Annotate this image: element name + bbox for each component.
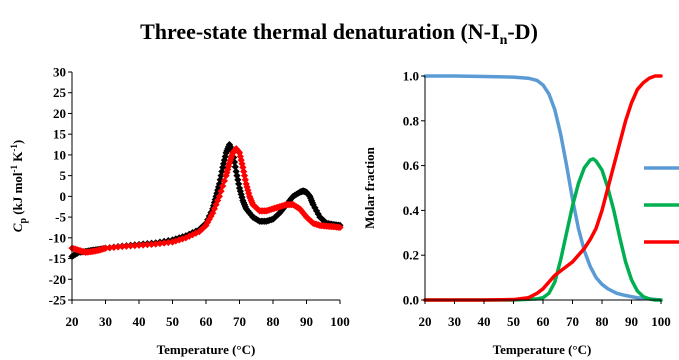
heat-capacity-y-tick-label: -5 — [55, 210, 66, 225]
molar-fraction-y-tick-label: 0.8 — [403, 113, 420, 128]
heat-capacity-point — [110, 243, 118, 251]
heat-capacity-point — [118, 242, 126, 251]
molar-fraction-x-tick-label: 20 — [419, 314, 432, 329]
heat-capacity-y-axis-title: Cp (kJ mol-1 K-1) — [9, 140, 29, 232]
heat-capacity-point — [296, 205, 304, 213]
heat-capacity-point — [287, 194, 296, 203]
molar-fraction-x-tick-label: 100 — [651, 314, 671, 329]
molar-fraction-x-tick-label: 80 — [596, 314, 609, 329]
molar-fraction-y-tick-label: 0.2 — [403, 248, 419, 263]
heat-capacity-point — [160, 239, 168, 247]
heat-capacity-x-tick-label: 60 — [200, 314, 213, 329]
heat-capacity-point — [299, 209, 307, 217]
heat-capacity-y-tick-label: 15 — [53, 127, 67, 142]
heat-capacity-y-tick-label: 0 — [60, 189, 67, 204]
heat-capacity-point — [127, 242, 135, 250]
heat-capacity-y-tick-label: 25 — [53, 85, 67, 100]
heat-capacity-point — [231, 163, 239, 171]
heat-capacity-point — [336, 223, 344, 232]
figure-title: Three-state thermal denaturation (N-In-D… — [140, 19, 538, 48]
molar-fraction-chart: 0.0 0.2 0.4 0.6 0.8 1.0 20 30 40 50 60 70 80 90 100 T… — [362, 69, 679, 357]
heat-capacity-x-tick-label: 80 — [267, 314, 280, 329]
heat-capacity-point — [131, 241, 139, 250]
molar-fraction-x-tick-label: 90 — [625, 314, 638, 329]
heat-capacity-point — [314, 210, 322, 218]
heat-capacity-point — [122, 242, 131, 250]
molar-fraction-y-axis-title: Molar fraction — [362, 146, 377, 228]
heat-capacity-y-ticks: 30 25 20 15 10 5 0 -5 -10 -15 -20 -25 — [49, 65, 72, 308]
molar-fraction-y-tick-label: 0.6 — [403, 158, 420, 173]
heat-capacity-point — [114, 243, 122, 251]
heat-capacity-points — [68, 140, 344, 261]
heat-capacity-x-tick-label: 30 — [99, 314, 112, 329]
molar-fraction-y-tick-label: 0.4 — [403, 203, 420, 218]
figure-title-main: Three-state thermal denaturation (N-I — [140, 19, 499, 44]
heat-capacity-x-tick-label: 20 — [66, 314, 79, 329]
heat-capacity-x-ticks: 20 30 40 50 60 70 80 90 100 — [66, 300, 350, 329]
heat-capacity-y-tick-label: 10 — [53, 147, 66, 162]
molar-fraction-lines — [423, 74, 663, 302]
heat-capacity-x-tick-label: 90 — [300, 314, 313, 329]
heat-capacity-x-tick-label: 70 — [233, 314, 246, 329]
heat-capacity-y-tick-label: 20 — [53, 106, 66, 121]
heat-capacity-point — [156, 239, 164, 248]
molar-fraction-series-line — [423, 74, 663, 302]
heat-capacity-point — [147, 240, 156, 248]
heat-capacity-y-tick-label: 30 — [53, 65, 66, 80]
heat-capacity-point — [143, 241, 151, 249]
figure-title-subscript: n — [500, 33, 508, 48]
heat-capacity-y-tick-label: -15 — [49, 251, 67, 266]
heat-capacity-point — [135, 241, 143, 249]
molar-fraction-x-tick-label: 30 — [448, 314, 461, 329]
heat-capacity-x-tick-label: 40 — [133, 314, 146, 329]
heat-capacity-y-tick-label: 5 — [60, 168, 67, 183]
molar-fraction-y-ticks: 0.0 0.2 0.4 0.6 0.8 1.0 — [403, 69, 425, 308]
heat-capacity-point — [106, 244, 114, 252]
heat-capacity-x-axis-title: Temperature (°C) — [157, 342, 256, 357]
heat-capacity-x-tick-label: 100 — [330, 314, 350, 329]
molar-fraction-x-tick-label: 60 — [537, 314, 550, 329]
heat-capacity-y-tick-label: -10 — [49, 230, 66, 245]
molar-fraction-series-line — [423, 157, 663, 302]
heat-capacity-point — [312, 207, 321, 215]
molar-fraction-x-tick-label: 70 — [566, 314, 579, 329]
heat-capacity-point — [101, 244, 110, 252]
heat-capacity-y-tick-label: -25 — [49, 293, 67, 308]
molar-fraction-x-ticks: 20 30 40 50 60 70 80 90 100 — [419, 300, 671, 329]
molar-fraction-y-tick-label: 1.0 — [403, 69, 419, 84]
figure-title-end: -D) — [507, 19, 538, 44]
heat-capacity-point — [297, 207, 306, 215]
molar-fraction-y-tick-label: 0.0 — [403, 293, 419, 308]
molar-fraction-x-tick-label: 40 — [478, 314, 491, 329]
molar-fraction-x-axis-title: Temperature (°C) — [493, 342, 592, 357]
heat-capacity-point — [139, 241, 147, 249]
heat-capacity-x-tick-label: 50 — [166, 314, 179, 329]
heat-capacity-point — [164, 238, 172, 247]
molar-fraction-x-tick-label: 50 — [507, 314, 520, 329]
heat-capacity-y-tick-label: -20 — [49, 272, 66, 287]
molar-fraction-legend — [644, 166, 679, 244]
heat-capacity-point — [152, 240, 160, 248]
